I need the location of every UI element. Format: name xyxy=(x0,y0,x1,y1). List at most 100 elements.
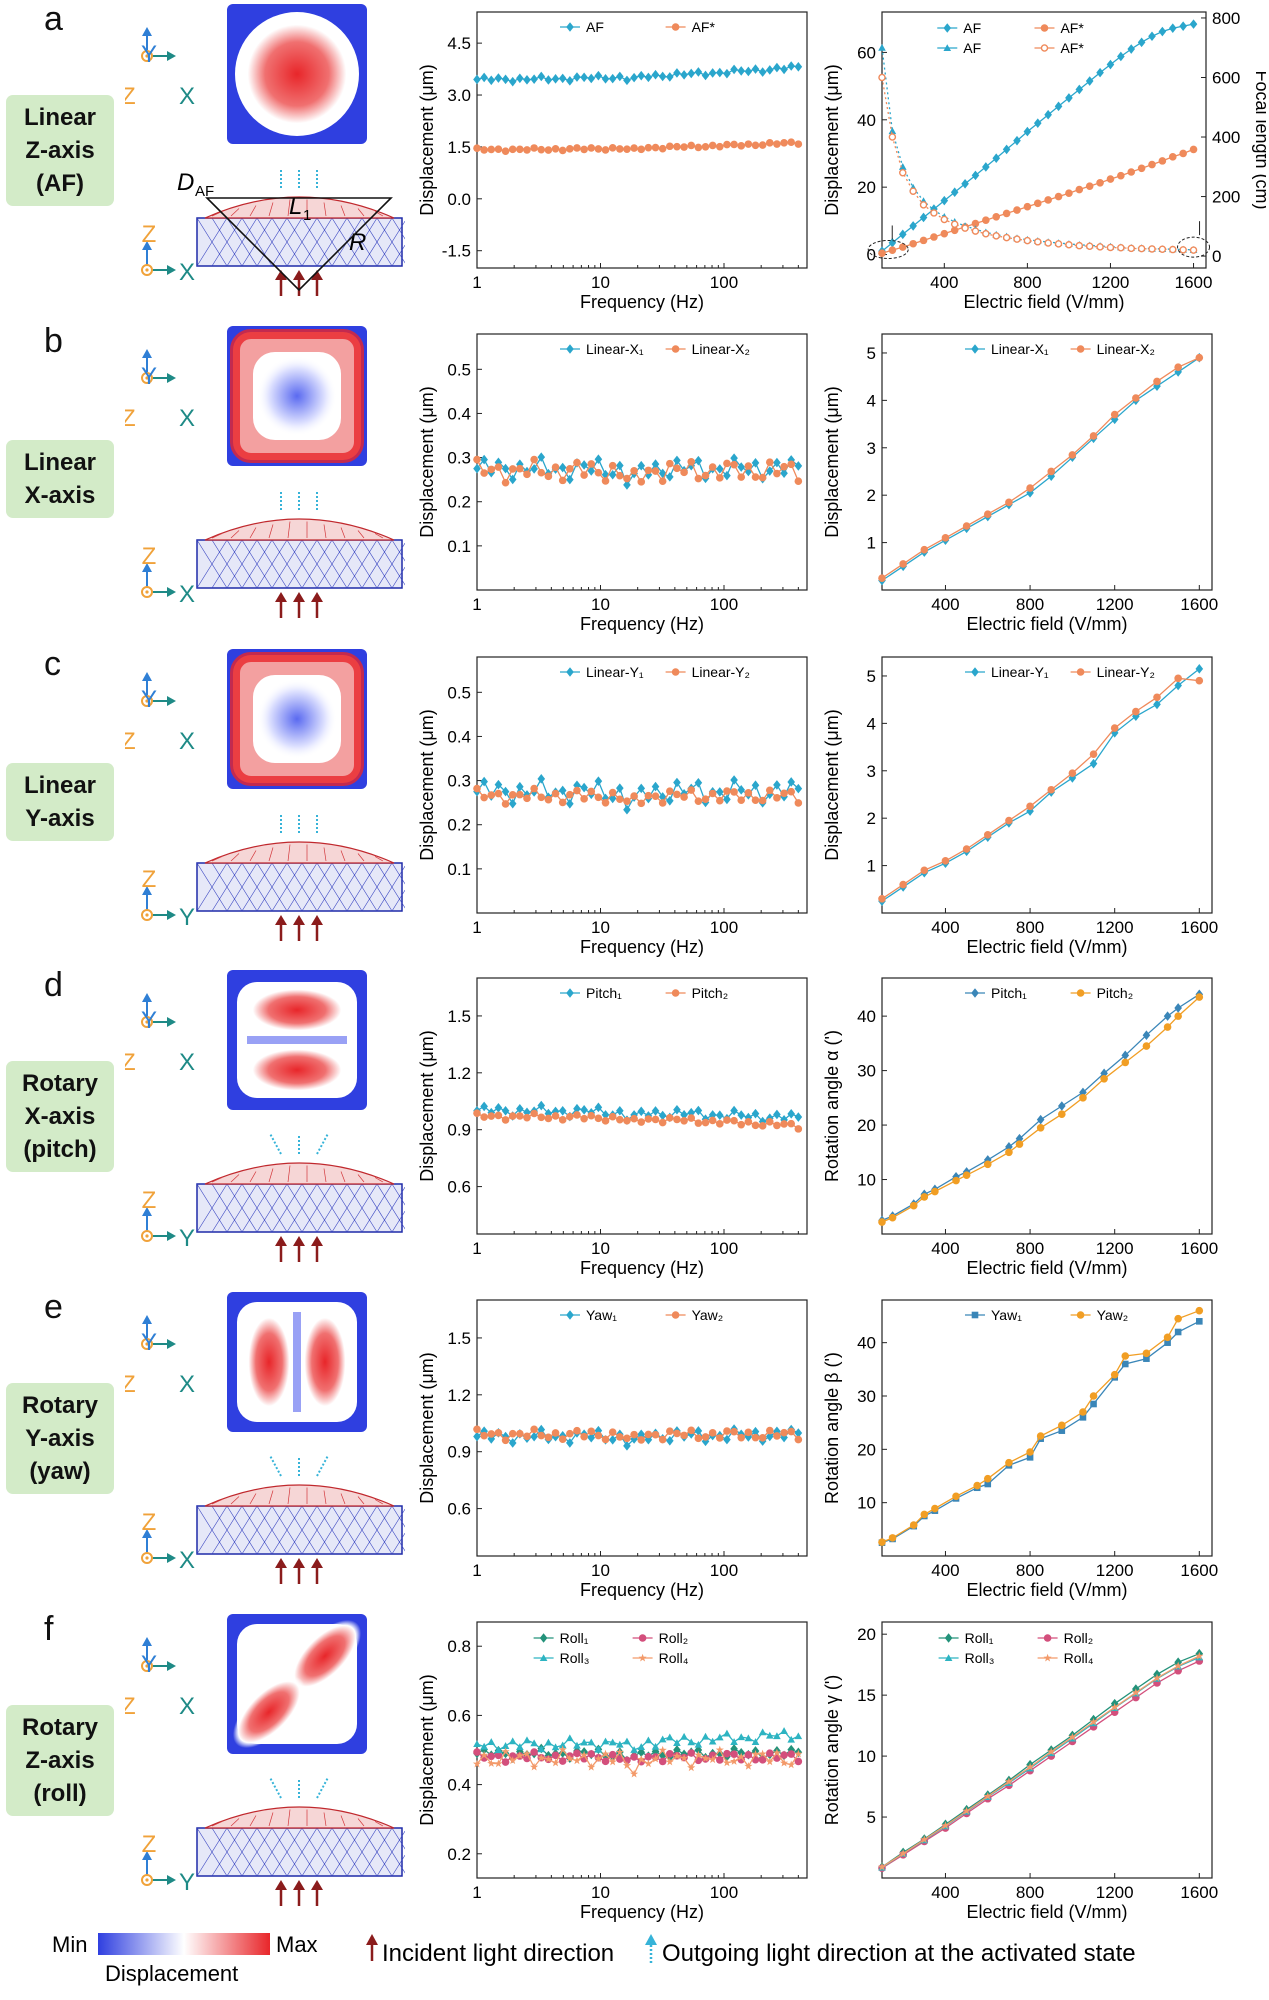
y-tick-label: 3 xyxy=(867,439,876,458)
y-tick-label: 40 xyxy=(857,1334,876,1353)
data-point xyxy=(573,72,581,82)
data-point xyxy=(795,1436,803,1444)
fem-field xyxy=(221,1610,373,1760)
data-point xyxy=(680,1117,688,1125)
data-point xyxy=(984,510,992,518)
legend-marker xyxy=(566,344,574,354)
data-point xyxy=(752,796,760,804)
data-point xyxy=(545,473,553,481)
axis-label: X xyxy=(179,405,195,432)
data-point xyxy=(530,1739,538,1746)
data-point xyxy=(602,477,610,485)
data-point xyxy=(780,139,788,147)
data-point xyxy=(931,1188,939,1196)
data-point xyxy=(952,1177,960,1185)
fem-heatmap xyxy=(227,1292,367,1432)
data-point xyxy=(1014,236,1020,242)
data-point xyxy=(723,69,731,79)
y-tick-label: 5 xyxy=(867,344,876,363)
data-point xyxy=(1159,157,1167,165)
data-point xyxy=(759,1728,767,1735)
data-point xyxy=(1127,168,1135,176)
axis-triad-bottom: ZXY xyxy=(125,866,195,931)
data-point xyxy=(1026,1448,1034,1456)
data-point xyxy=(730,65,738,75)
data-point xyxy=(630,467,638,475)
data-point xyxy=(1107,175,1115,183)
data-point xyxy=(752,142,760,150)
data-point xyxy=(537,1114,545,1122)
legend-marker xyxy=(566,988,574,998)
legend-label: Pitch₂ xyxy=(1097,985,1134,1001)
data-point xyxy=(659,1119,667,1127)
data-point xyxy=(573,1750,581,1758)
triad-arrowhead xyxy=(167,910,176,920)
data-point xyxy=(516,465,524,473)
data-point xyxy=(1058,1110,1066,1118)
data-point xyxy=(587,788,595,796)
data-point xyxy=(673,465,681,473)
data-point xyxy=(910,188,916,194)
data-point xyxy=(795,1112,803,1122)
legend-label: Roll₄ xyxy=(1064,1650,1094,1666)
incident-arrowhead xyxy=(293,592,305,602)
y-axis-label: Displacement (μm) xyxy=(822,709,842,860)
data-point xyxy=(473,1740,481,1747)
data-point xyxy=(878,574,886,582)
incident-arrowhead xyxy=(275,915,287,925)
data-point xyxy=(652,1431,660,1439)
data-point xyxy=(1196,1318,1203,1325)
data-point xyxy=(1111,411,1119,419)
data-point xyxy=(652,70,660,80)
data-point xyxy=(1128,245,1134,251)
series-0 xyxy=(878,990,1203,1226)
data-point xyxy=(652,467,660,475)
x-tick-label: 10 xyxy=(591,595,610,614)
data-point xyxy=(530,144,538,152)
triad-arrowhead xyxy=(167,696,176,706)
y-tick-label: 1.2 xyxy=(447,1386,471,1405)
data-point xyxy=(1196,664,1204,674)
mode-line: Z-axis xyxy=(6,134,114,167)
data-point xyxy=(580,1105,588,1115)
data-point xyxy=(787,1750,795,1758)
fem-field xyxy=(233,332,361,460)
data-point xyxy=(899,163,907,170)
data-point xyxy=(992,213,1000,221)
data-point xyxy=(1037,1124,1045,1132)
data-point xyxy=(1148,31,1156,41)
data-point xyxy=(616,1433,624,1441)
axis-triad-bottom: ZYX xyxy=(125,1509,195,1574)
data-point xyxy=(473,75,481,85)
data-point xyxy=(702,71,710,81)
series-0 xyxy=(473,61,802,86)
data-point xyxy=(487,791,495,799)
data-point xyxy=(752,1122,760,1130)
x-axis-label: Frequency (Hz) xyxy=(580,292,704,312)
data-point xyxy=(737,796,745,804)
legend-label: Roll₂ xyxy=(1064,1630,1094,1646)
annotation-l: L xyxy=(289,193,302,220)
data-point xyxy=(559,1757,567,1765)
data-point xyxy=(523,1736,531,1743)
data-point xyxy=(537,793,545,801)
data-point xyxy=(889,127,897,134)
data-point xyxy=(687,1114,695,1122)
data-point xyxy=(666,787,674,795)
outgoing-arrow-icon xyxy=(317,1456,328,1476)
outgoing-arrow-icon xyxy=(270,1778,281,1798)
data-point xyxy=(566,76,574,86)
data-point xyxy=(752,473,760,481)
data-point xyxy=(1079,1408,1087,1416)
data-point xyxy=(709,68,717,78)
x-tick-label: 800 xyxy=(1016,1239,1044,1258)
data-point xyxy=(716,68,724,78)
data-point xyxy=(787,61,795,71)
data-point xyxy=(695,797,703,805)
